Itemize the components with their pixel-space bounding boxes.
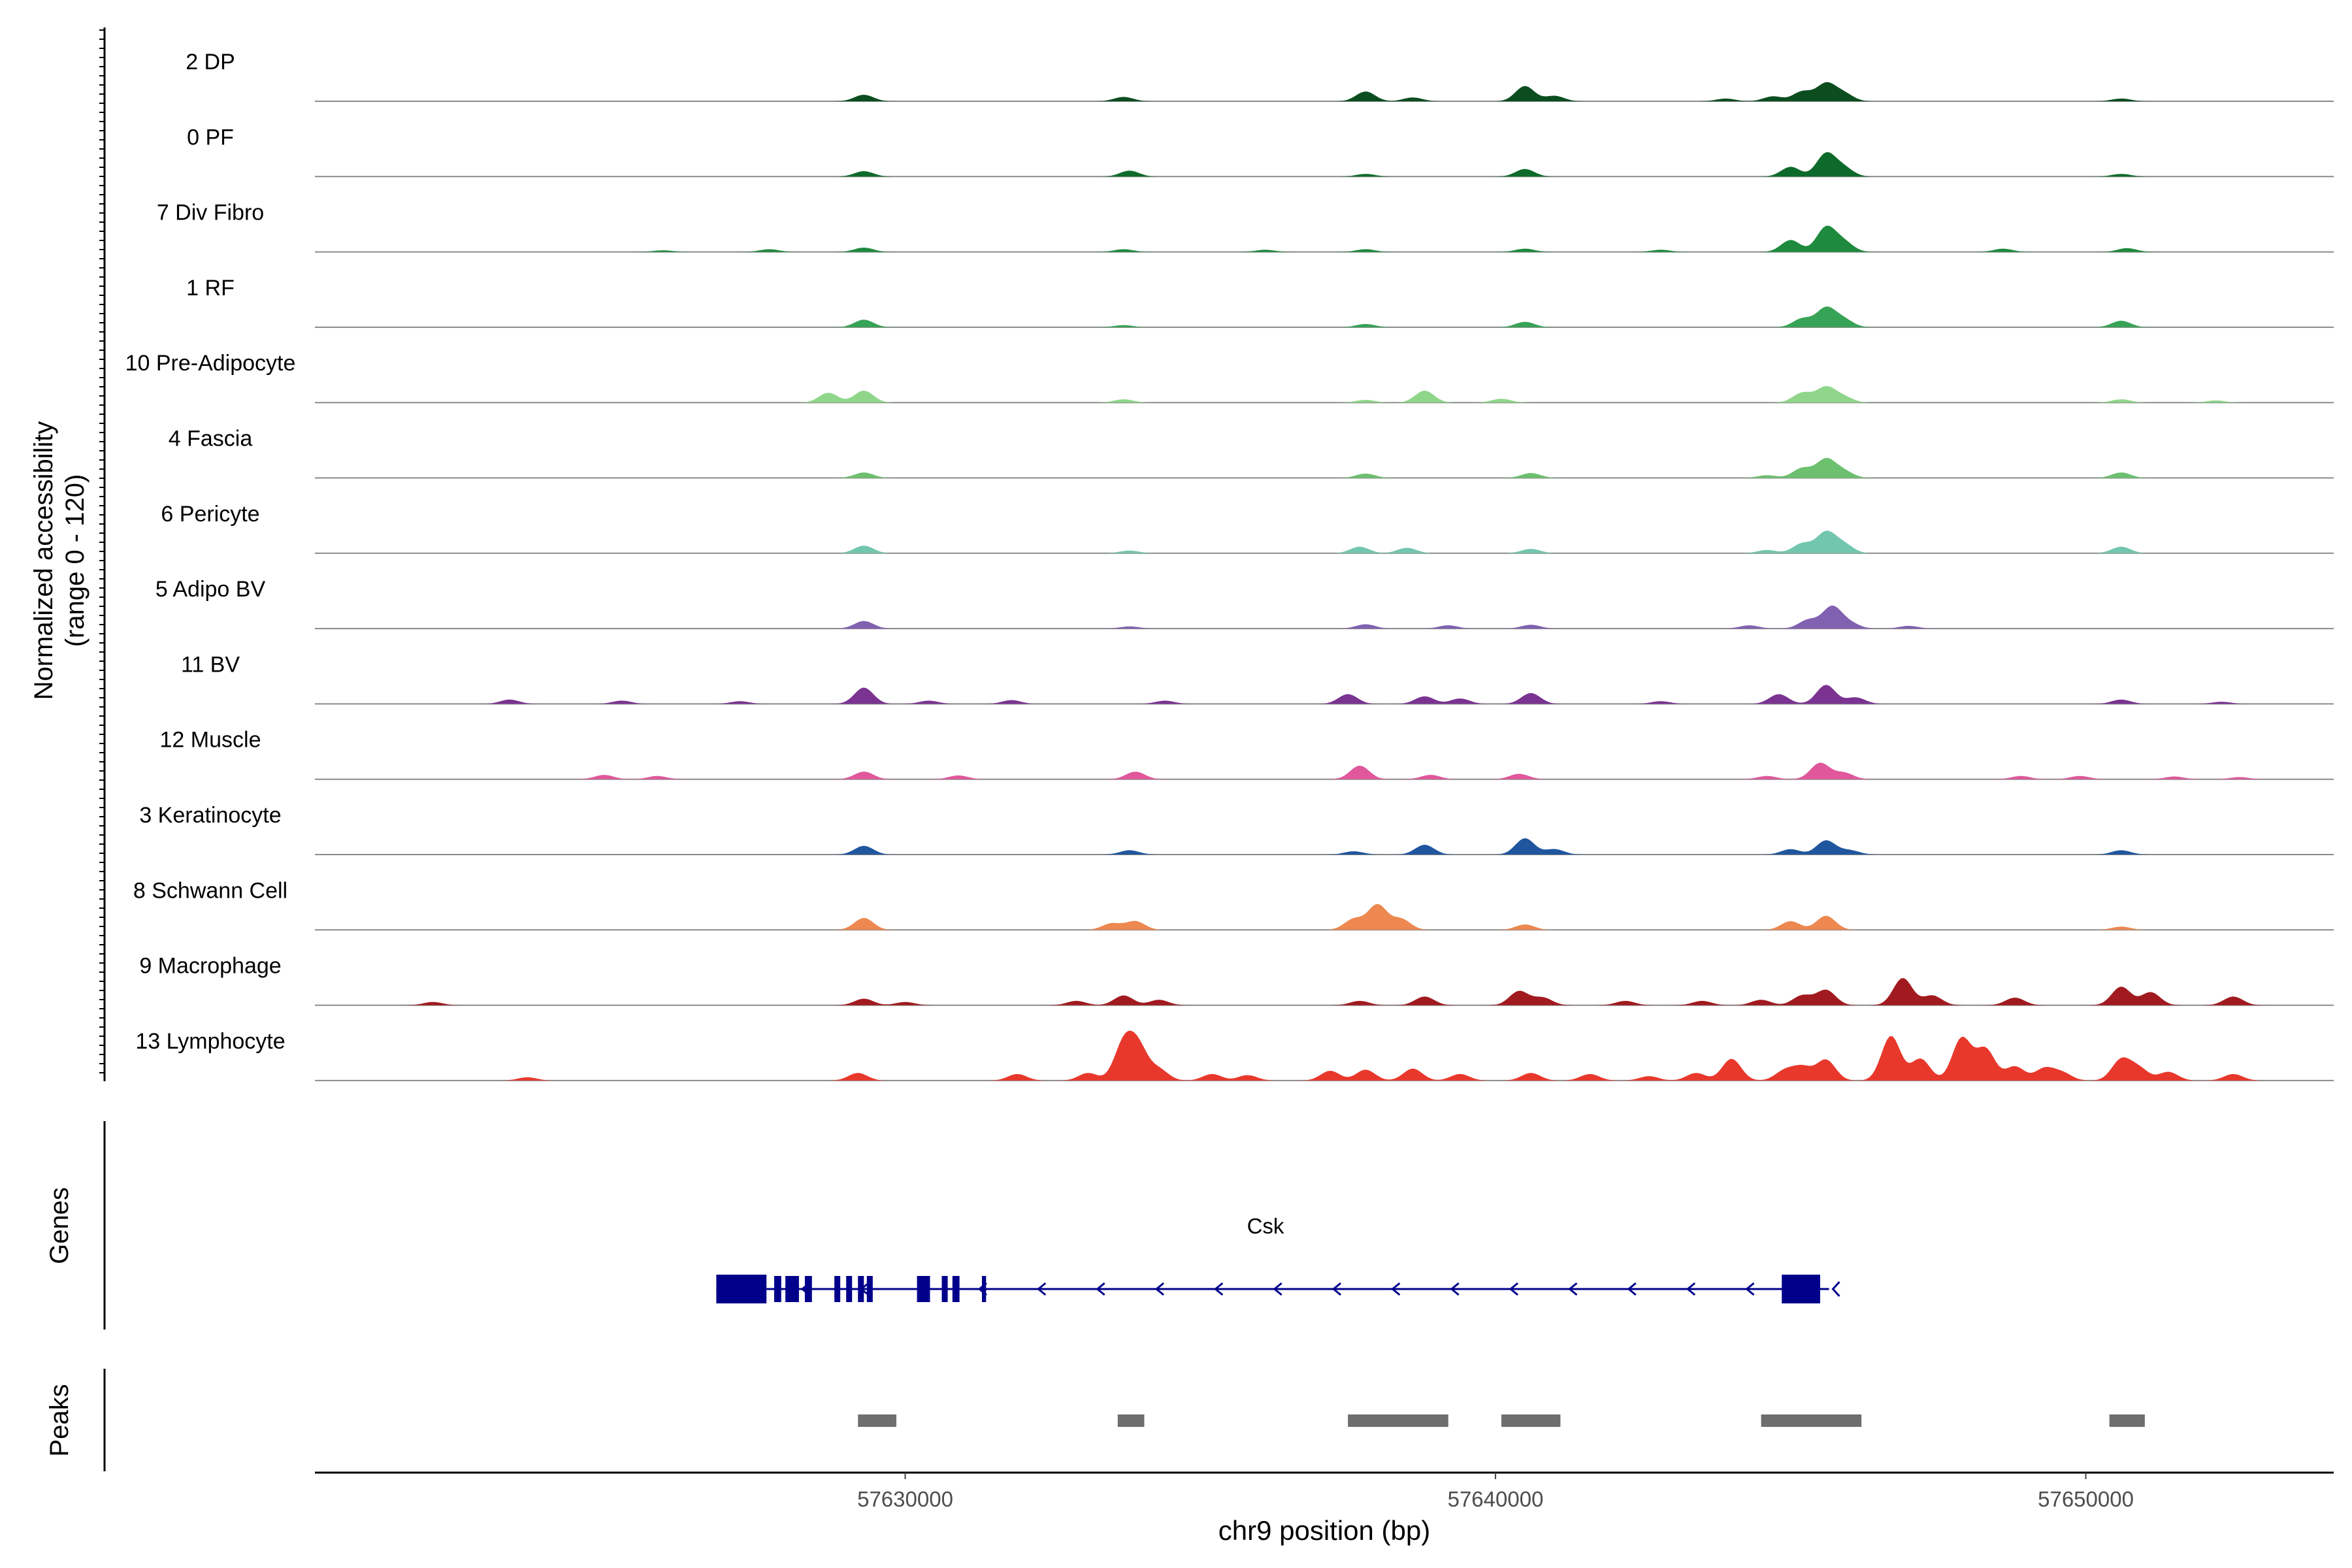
track-label: 7 Div Fibro: [157, 201, 264, 225]
gene-exon: [941, 1276, 948, 1302]
track-7-div-fibro: 7 Div Fibro: [157, 201, 2334, 253]
peak-region: [1761, 1414, 1862, 1427]
coverage-y-axis: [99, 27, 106, 1081]
x-axis-label: chr9 position (bp): [1218, 1515, 1431, 1546]
track-label: 9 Macrophage: [139, 954, 281, 979]
track-8-schwann-cell: 8 Schwann Cell: [133, 878, 2334, 931]
strand-arrow: [1627, 1282, 1637, 1296]
strand-arrow: [1450, 1282, 1460, 1296]
track-label: 10 Pre-Adipocyte: [125, 351, 296, 376]
peak-region: [1501, 1414, 1561, 1427]
track-label: 4 Fascia: [169, 427, 253, 451]
strand-arrow: [1331, 1282, 1342, 1296]
track-area: [315, 306, 2334, 327]
track-area: [315, 1030, 2334, 1081]
strand-arrow: [1213, 1282, 1224, 1296]
strand-arrow: [1273, 1282, 1282, 1296]
track-area: [315, 531, 2334, 553]
track-label: 6 Pericyte: [161, 502, 259, 527]
track-label: 0 PF: [187, 125, 234, 150]
strand-arrow: [1154, 1282, 1164, 1296]
peak-region: [858, 1414, 896, 1427]
strand-arrow: [1686, 1282, 1696, 1296]
x-axis-tick-label: 57630000: [857, 1487, 953, 1511]
track-4-fascia: 4 Fascia: [169, 427, 2334, 479]
strand-arrow: [1391, 1282, 1401, 1296]
gene-exon: [846, 1276, 853, 1302]
gene-track: [716, 1275, 1840, 1303]
track-area: [315, 605, 2334, 629]
strand-arrow: [1509, 1282, 1519, 1296]
peak-regions: [858, 1414, 2145, 1427]
track-label: 1 RF: [186, 276, 235, 301]
peak-region: [1348, 1414, 1448, 1427]
peak-region: [1117, 1414, 1145, 1427]
y-axis-label-line1: Normalized accessibility: [29, 421, 58, 700]
gene-exon: [785, 1276, 799, 1302]
track-area: [315, 838, 2334, 855]
peaks-panel-label: Peaks: [45, 1384, 74, 1456]
track-label: 11 BV: [181, 652, 240, 677]
track-area: [315, 762, 2334, 779]
gene-exon: [917, 1276, 930, 1302]
track-12-muscle: 12 Muscle: [160, 728, 2334, 780]
x-axis-tick-label: 57640000: [1448, 1487, 1544, 1511]
track-area: [315, 152, 2334, 177]
x-axis-tick-label: 57650000: [2038, 1487, 2134, 1511]
track-area: [315, 904, 2334, 930]
track-9-macrophage: 9 Macrophage: [139, 954, 2334, 1006]
peak-region: [2109, 1414, 2145, 1427]
track-area: [315, 82, 2334, 101]
track-3-keratinocyte: 3 Keratinocyte: [139, 803, 2334, 855]
track-area: [315, 225, 2334, 252]
strand-arrow: [1568, 1282, 1578, 1296]
track-2-dp: 2 DP: [186, 50, 2334, 102]
track-label: 2 DP: [186, 50, 235, 74]
gene-exon: [952, 1276, 960, 1302]
strand-arrow: [1831, 1281, 1840, 1298]
track-6-pericyte: 6 Pericyte: [161, 502, 2334, 554]
gene-exon: [834, 1276, 841, 1302]
track-label: 12 Muscle: [160, 728, 261, 753]
gene-exon: [866, 1276, 873, 1302]
track-area: [315, 457, 2334, 478]
strand-arrow: [1745, 1282, 1755, 1296]
x-axis-ticks: 57630000 57640000 57650000: [857, 1473, 2134, 1511]
strand-arrow: [1096, 1282, 1105, 1296]
gene-exon: [981, 1276, 987, 1302]
track-11-bv: 11 BV: [181, 652, 2334, 705]
track-label: 5 Adipo BV: [155, 577, 266, 602]
gene-exon: [774, 1276, 781, 1302]
coverage-tracks: 2 DP 0 PF 7 Div Fibro 1 RF 10 Pre-Adipocyte 4…: [125, 50, 2334, 1081]
track-5-adipo-bv: 5 Adipo BV: [155, 577, 2334, 630]
track-area: [315, 685, 2334, 704]
gene-name-label: Csk: [1247, 1214, 1284, 1238]
genes-panel-label: Genes: [45, 1187, 74, 1264]
y-axis-label-line2: (range 0 - 120): [61, 474, 90, 647]
track-area: [315, 385, 2334, 403]
track-label: 3 Keratinocyte: [139, 803, 281, 828]
gene-exon: [858, 1276, 864, 1302]
track-0-pf: 0 PF: [187, 125, 2334, 178]
track-label: 13 Lymphocyte: [135, 1029, 285, 1054]
strand-arrow: [1036, 1282, 1047, 1296]
track-1-rf: 1 RF: [186, 276, 2334, 328]
track-13-lymphocyte: 13 Lymphocyte: [135, 1029, 2334, 1081]
gene-exon: [804, 1276, 812, 1302]
track-label: 8 Schwann Cell: [133, 878, 287, 903]
track-area: [315, 978, 2334, 1005]
gene-exon: [1782, 1275, 1820, 1303]
gene-exon: [716, 1275, 767, 1303]
track-10-pre-adipocyte: 10 Pre-Adipocyte: [125, 351, 2334, 404]
